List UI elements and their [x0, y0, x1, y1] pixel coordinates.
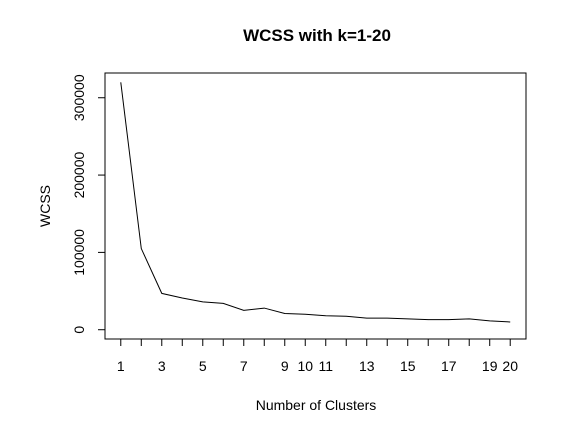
x-tick-label: 13: [359, 358, 375, 374]
y-tick-label: 0: [71, 326, 87, 334]
x-tick-label: 15: [400, 358, 416, 374]
x-tick-label: 5: [199, 358, 207, 374]
x-tick-label: 1: [117, 358, 125, 374]
x-tick-label: 11: [318, 358, 333, 374]
y-tick-label: 100000: [71, 229, 87, 276]
y-tick-label: 200000: [71, 151, 87, 198]
x-tick-label: 17: [441, 358, 457, 374]
x-tick-label: 3: [158, 358, 166, 374]
series-line-wcss: [120, 82, 511, 323]
x-tick-label: 9: [281, 358, 289, 374]
y-axis-label: WCSS: [37, 185, 53, 227]
x-tick-label: 10: [297, 358, 313, 374]
y-axis: 0 100000 200000 300000: [71, 74, 106, 334]
x-axis: 1 3 5 7 9 10 11 13 15 17 19 20: [117, 338, 518, 374]
x-tick-label: 20: [502, 358, 518, 374]
x-axis-label: Number of Clusters: [256, 397, 377, 413]
x-tick-label: 7: [240, 358, 248, 374]
plot-frame: [104, 72, 527, 340]
chart-title: WCSS with k=1-20: [243, 26, 391, 45]
y-tick-label: 300000: [71, 74, 87, 121]
x-tick-label: 19: [482, 358, 498, 374]
